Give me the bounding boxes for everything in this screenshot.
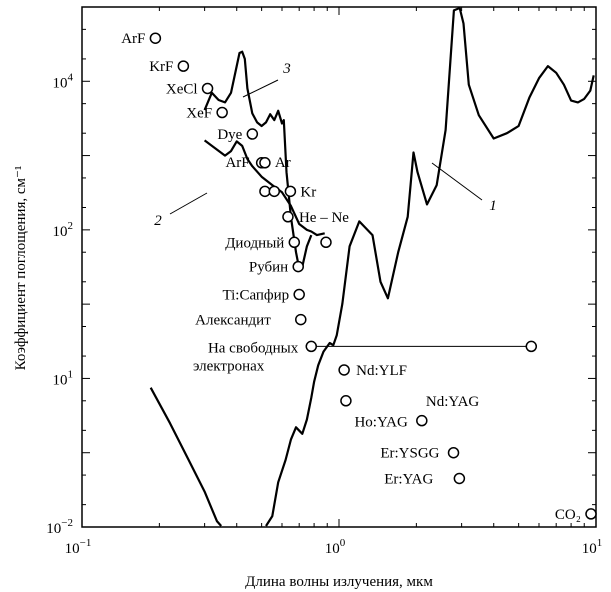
point-label: XeF [186,106,212,122]
data-point [216,106,228,119]
point-label: Er:YSGG [380,446,439,462]
point-label: Рубин [249,260,288,276]
x-tick-label: 10−1 [65,537,92,557]
chart-text: 10−1 100 10110−2101102104123ArFKrFXeClXeFD… [46,31,602,557]
data-point [259,185,271,198]
data-point [525,340,538,353]
data-point [585,508,597,520]
curve-label-leader [169,192,208,215]
point-label: CO₂ [555,507,581,523]
data-point [338,364,350,376]
y-tick-label: 10−2 [46,517,73,537]
data-point [340,395,352,407]
plot-frame [81,6,597,528]
point-label: На свободных электронах [193,340,299,374]
data-point [149,32,162,44]
point-label: XeCl [166,81,198,97]
data-point [201,82,214,95]
data-point [282,211,294,223]
curve-number-label: 2 [154,213,162,229]
y-tick-label: 102 [53,220,74,240]
point-label: Dye [217,127,242,143]
x-tick-label: 100 [325,537,346,557]
curve-number-label: 3 [282,61,291,77]
point-label: Диодный [225,235,284,251]
curve-1 [265,6,595,527]
data-point [292,260,304,273]
data-point [320,236,332,249]
y-tick-label: 104 [53,71,74,91]
point-label: Kr [300,184,316,200]
data-point [416,414,428,427]
curve-label-leader [242,79,279,98]
point-label: Ar [275,155,291,171]
data-point [284,185,297,198]
y-axis-label: Коэффициент поглощения, см⁻¹ [13,166,29,371]
curve-number-label: 1 [489,198,497,214]
point-label: Nd:YLF [356,363,407,379]
laser-points [149,32,597,520]
point-label: Er:YAG [384,471,433,487]
data-point [177,60,190,72]
point-label: ArF [225,155,249,171]
data-point [293,288,305,301]
point-label: He – Ne [299,210,349,226]
point-label: KrF [149,59,173,75]
point-label: Ti:Сапфир [222,287,289,303]
data-point [447,446,460,459]
data-point [295,313,307,326]
curve-label-leader [431,162,483,201]
absorption-curves [149,6,595,527]
data-point [259,157,271,169]
x-tick-label: 101 [582,537,603,557]
data-point [305,340,318,353]
curve-1 [149,387,223,527]
data-point [246,128,259,140]
curve-2 [203,139,325,237]
data-point [288,236,301,249]
y-tick-label: 101 [53,368,74,388]
axis-ticks [81,7,596,528]
data-point [268,185,281,198]
point-label: Александит [195,313,271,329]
x-axis-label: Длина волны излучения, мкм [245,574,433,590]
point-label: ArF [121,31,145,47]
point-label: Ho:YAG [354,415,408,431]
point-label: Nd:YAG [426,394,480,410]
data-point [453,472,466,485]
